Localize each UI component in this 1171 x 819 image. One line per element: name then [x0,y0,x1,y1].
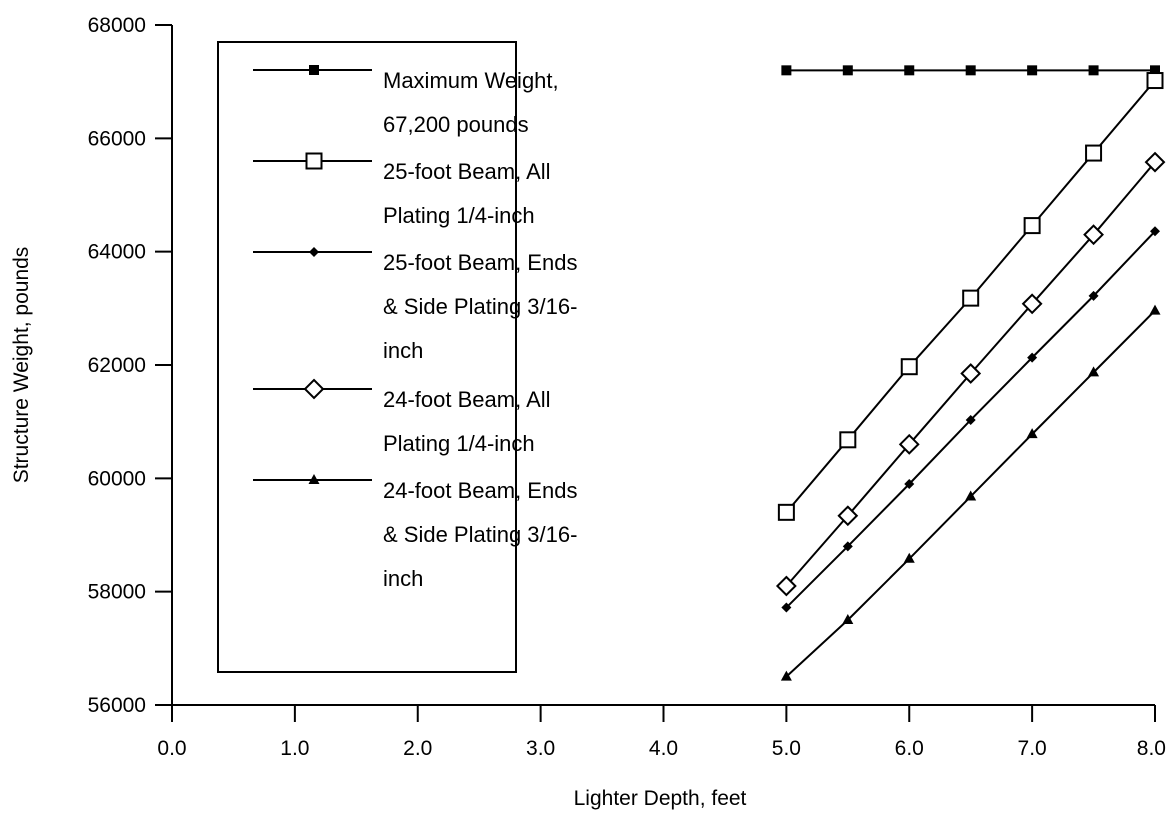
x-tick-label: 3.0 [526,737,555,760]
y-tick-label: 64000 [88,241,146,264]
data-point [904,479,915,489]
legend-items: Maximum Weight, 67,200 pounds 25-foot Beam… [253,65,577,591]
legend: Maximum Weight, 67,200 pounds 25-foot Beam… [217,41,577,673]
y-tick-label: 66000 [88,127,146,150]
legend-label: Maximum Weight, [383,68,559,93]
data-point [1088,65,1099,76]
data-point [839,431,857,449]
data-point [1150,65,1160,76]
data-point [1146,72,1164,90]
series-4 [775,151,1166,597]
legend-label: 25-foot Beam, All [383,159,551,184]
legend-swatch-marker [305,152,323,170]
legend-label: inch [383,338,423,363]
y-tick-label: 56000 [88,694,146,717]
data-point [965,414,976,425]
x-tick-label: 0.0 [157,737,186,760]
x-tick-label: 8.0 [1137,737,1166,760]
data-point [1023,217,1041,235]
legend-label: Plating 1/4-inch [383,431,535,456]
legend-swatch-marker [303,378,325,400]
legend-label: 24-foot Beam, Ends [383,478,577,503]
legend-entry: 24-foot Beam, All Plating 1/4-inch [253,378,551,456]
axes: 56000 58000 60000 62000 64000 66000 68000 0.0 1… [88,14,1166,760]
data-point [1027,65,1038,76]
legend-label: 24-foot Beam, All [383,387,551,412]
x-tick-label: 4.0 [649,737,678,760]
data-point [965,65,976,76]
legend-entry: 24-foot Beam, Ends & Side Plating 3/16- in… [253,474,577,591]
data-point [1088,366,1100,377]
data-point [965,490,977,501]
x-tick-label: 5.0 [772,737,801,760]
data-point [1085,144,1103,162]
x-ticks: 0.0 1.0 2.0 3.0 4.0 5.0 6.0 7.0 8.0 [157,705,1166,760]
data-point [842,614,854,624]
legend-label: Plating 1/4-inch [383,203,535,228]
data-point [900,358,918,376]
x-tick-label: 6.0 [895,737,924,760]
data-point [1021,293,1043,315]
legend-label: 25-foot Beam, Ends [383,250,577,275]
data-point [898,433,920,455]
data-point [777,503,795,521]
series-3 [781,226,1160,613]
data-point [775,575,797,597]
data-point [837,505,859,527]
series-5 [780,304,1161,681]
data-point [903,552,915,563]
data-point [1150,226,1160,237]
data-point [780,670,792,681]
data-point [842,65,853,76]
x-tick-label: 2.0 [403,737,432,760]
data-point [1026,428,1038,439]
series-2 [777,72,1164,521]
y-tick-label: 62000 [88,354,146,377]
data-point [962,289,980,307]
legend-swatch-marker [309,247,319,257]
data-point [904,65,915,76]
x-tick-label: 7.0 [1018,737,1047,760]
x-tick-label: 1.0 [280,737,309,760]
legend-entry: 25-foot Beam, Ends & Side Plating 3/16- in… [253,247,577,363]
legend-entry: Maximum Weight, 67,200 pounds [253,65,559,137]
y-tick-label: 60000 [88,467,146,490]
data-point [960,363,982,384]
legend-label: inch [383,566,423,591]
legend-label: & Side Plating 3/16- [383,522,577,547]
data-point [1088,290,1099,301]
legend-entry: 25-foot Beam, All Plating 1/4-inch [253,152,551,228]
y-ticks: 56000 58000 60000 62000 64000 66000 68000 [88,14,172,717]
data-point [781,65,792,76]
legend-label: & Side Plating 3/16- [383,294,577,319]
legend-label: 67,200 pounds [383,112,529,137]
data-point [781,602,792,613]
data-point [1144,151,1166,173]
data-point [1027,352,1038,363]
legend-box [217,41,517,673]
x-axis-title: Lighter Depth, feet [574,787,747,810]
data-point [1149,304,1161,315]
y-axis-title: Structure Weight, pounds [10,247,33,484]
data-point [1083,224,1104,246]
y-tick-label: 68000 [88,14,146,37]
legend-swatch-marker [308,474,320,484]
y-tick-label: 58000 [88,581,146,604]
legend-swatch-marker [309,65,319,75]
series-1 [781,65,1160,76]
plot-area [775,65,1166,681]
data-point [842,541,853,552]
